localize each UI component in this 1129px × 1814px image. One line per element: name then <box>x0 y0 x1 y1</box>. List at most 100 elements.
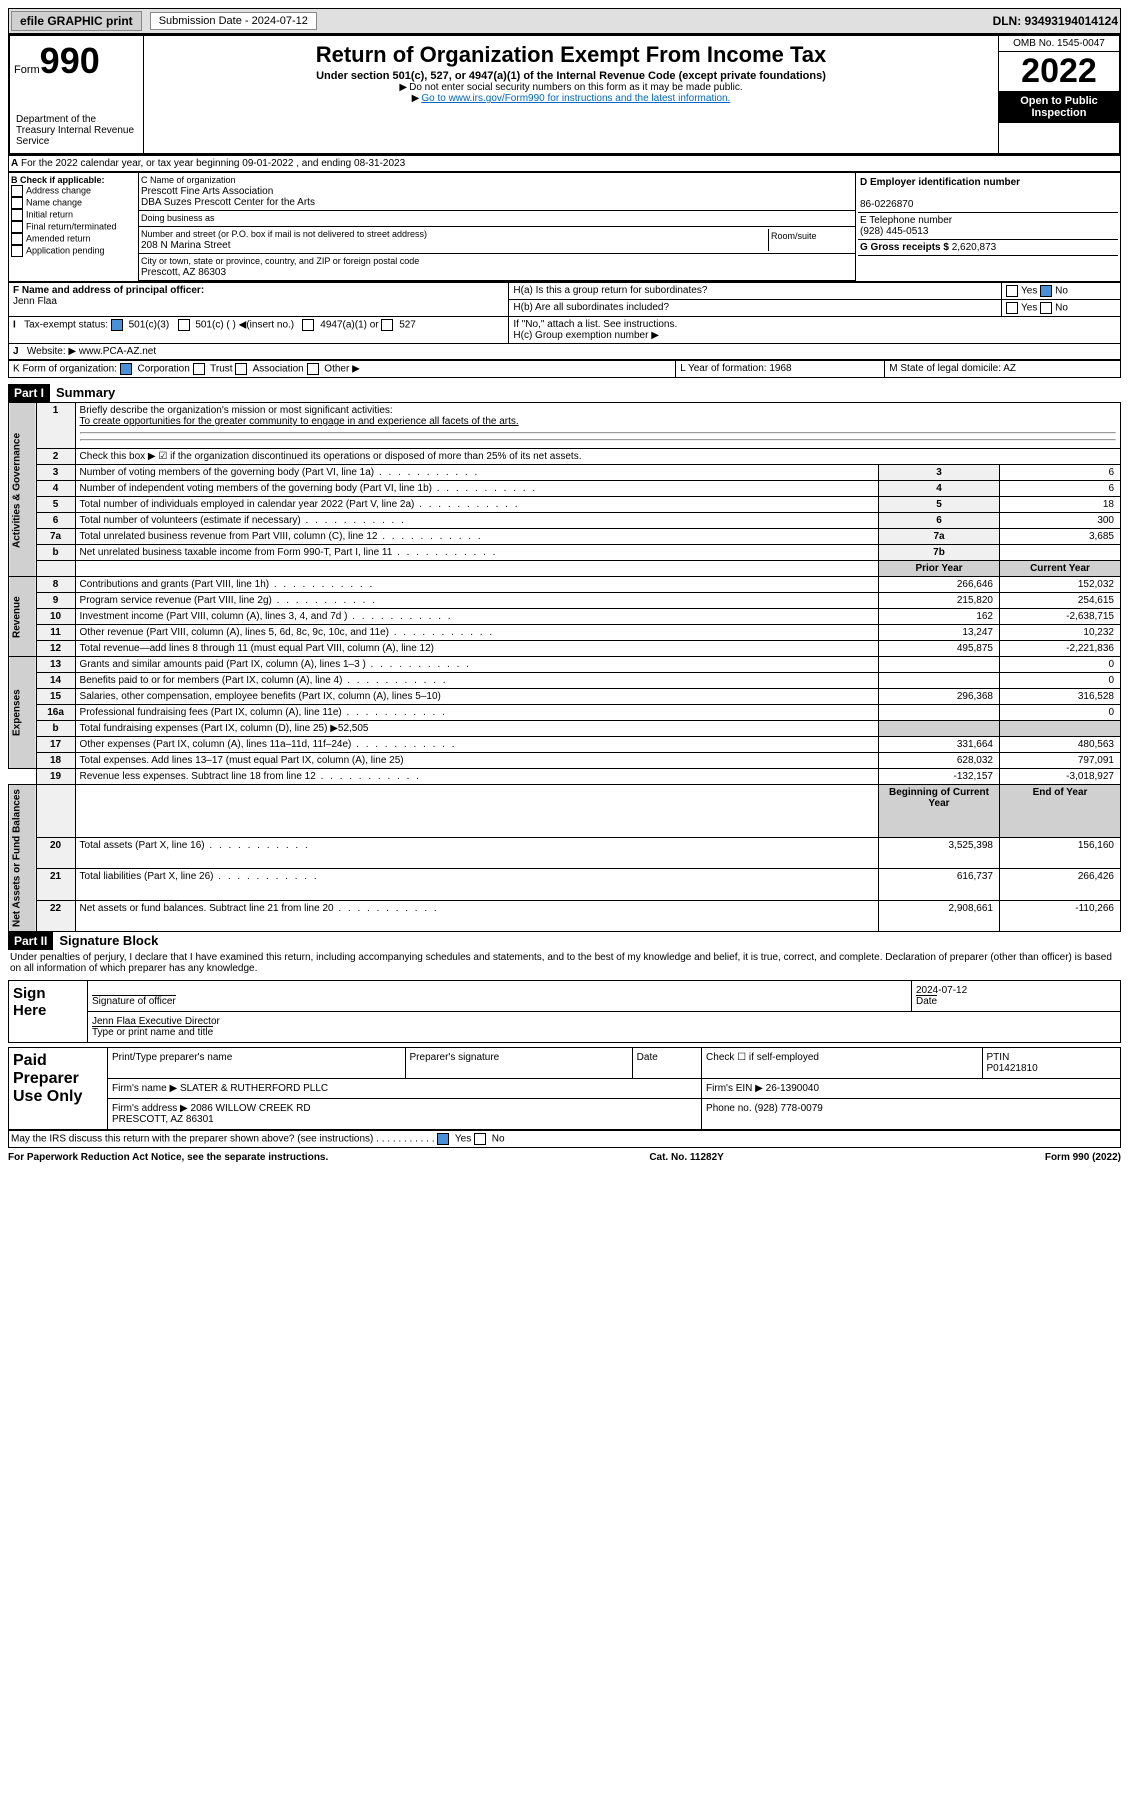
firm-city: PRESCOTT, AZ 86301 <box>112 1114 214 1125</box>
cb-501c[interactable] <box>178 319 190 331</box>
cb-initial-return[interactable] <box>11 209 23 221</box>
cb-discuss-yes[interactable] <box>437 1133 449 1145</box>
row3-val: 6 <box>1000 465 1121 481</box>
firm-ein-label: Firm's EIN ▶ <box>706 1083 763 1094</box>
K-label: K Form of organization: <box>13 364 117 375</box>
B-header: B Check if applicable: <box>11 175 105 185</box>
vtab-governance: Activities & Governance <box>9 403 37 577</box>
city-label: City or town, state or province, country… <box>141 256 419 266</box>
addr-label: Number and street (or P.O. box if mail i… <box>141 229 427 239</box>
cb-4947[interactable] <box>302 319 314 331</box>
cb-Hb-yes[interactable] <box>1006 302 1018 314</box>
preparer-date-label: Date <box>632 1048 701 1079</box>
part1-header: Part I <box>8 384 50 402</box>
mission-text: To create opportunities for the greater … <box>80 416 519 427</box>
omb-number: OMB No. 1545-0047 <box>999 36 1119 52</box>
H-note: If "No," attach a list. See instructions… <box>513 319 677 330</box>
top-toolbar: efile GRAPHIC print Submission Date - 20… <box>8 8 1121 34</box>
firm-name-value: SLATER & RUTHERFORD PLLC <box>180 1083 328 1094</box>
vtab-expenses: Expenses <box>9 657 37 769</box>
KLM-block: K Form of organization: Corporation Trus… <box>8 360 1121 378</box>
tax-year-range: For the 2022 calendar year, or tax year … <box>21 158 405 169</box>
ein-label: D Employer identification number <box>860 177 1020 188</box>
year-formation: 1968 <box>769 363 791 374</box>
I-label: Tax-exempt status: <box>24 320 108 331</box>
website-value: www.PCA-AZ.net <box>79 346 156 357</box>
paperwork-notice: For Paperwork Reduction Act Notice, see … <box>8 1152 328 1163</box>
note-ssn: Do not enter social security numbers on … <box>148 82 994 93</box>
cb-Ha-yes[interactable] <box>1006 285 1018 297</box>
sig-officer-label: Signature of officer <box>92 995 176 1007</box>
cb-527[interactable] <box>381 319 393 331</box>
form-subtitle: Under section 501(c), 527, or 4947(a)(1)… <box>148 70 994 82</box>
C-label: C Name of organization <box>141 175 236 185</box>
cb-trust[interactable] <box>193 363 205 375</box>
street-address: 208 N Marina Street <box>141 240 231 251</box>
paid-preparer-label: Paid Preparer Use Only <box>9 1048 108 1130</box>
cb-other[interactable] <box>307 363 319 375</box>
firm-addr-value: 2086 WILLOW CREEK RD <box>191 1103 311 1114</box>
ein-value: 86-0226870 <box>860 199 913 210</box>
org-name: Prescott Fine Arts Association <box>141 186 273 197</box>
ptin-label: PTIN <box>987 1052 1010 1063</box>
begin-year-hdr: Beginning of Current Year <box>879 785 1000 838</box>
Hc-label: H(c) Group exemption number ▶ <box>513 330 659 341</box>
gross-value: 2,620,873 <box>952 242 997 253</box>
form-label: Form <box>14 64 40 76</box>
entity-block: B Check if applicable: Address change Na… <box>8 172 1121 282</box>
cb-discuss-no[interactable] <box>474 1133 486 1145</box>
ptin-value: P01421810 <box>987 1063 1038 1074</box>
firm-addr-label: Firm's address ▶ <box>112 1103 188 1114</box>
phone-label: E Telephone number <box>860 215 952 226</box>
cb-amended[interactable] <box>11 233 23 245</box>
dln: DLN: 93493194014124 <box>993 14 1118 28</box>
website-label: Website: ▶ <box>27 346 76 357</box>
summary-table: Activities & Governance 1Briefly describ… <box>8 402 1121 932</box>
cb-final-return[interactable] <box>11 221 23 233</box>
form-header: Form990 Department of the Treasury Inter… <box>8 34 1121 155</box>
signature-block: Sign Here Signature of officer 2024-07-1… <box>8 980 1121 1043</box>
preparer-sig-label: Preparer's signature <box>405 1048 632 1079</box>
cb-Hb-no[interactable] <box>1040 302 1052 314</box>
irs-link[interactable]: Go to www.irs.gov/Form990 for instructio… <box>421 93 730 104</box>
line-A: A For the 2022 calendar year, or tax yea… <box>8 155 1121 172</box>
firm-ein-value: 26-1390040 <box>766 1083 819 1094</box>
FHI-block: F Name and address of principal officer:… <box>8 282 1121 360</box>
row3-desc: Number of voting members of the governin… <box>75 465 878 481</box>
form-version: Form 990 (2022) <box>1045 1152 1121 1163</box>
cb-address-change[interactable] <box>11 185 23 197</box>
cb-corp[interactable] <box>120 363 132 375</box>
firm-name-label: Firm's name ▶ <box>112 1083 177 1094</box>
prior-year-hdr: Prior Year <box>879 561 1000 577</box>
gross-label: G Gross receipts $ <box>860 242 949 253</box>
current-year-hdr: Current Year <box>1000 561 1121 577</box>
officer-name: Jenn Flaa <box>13 296 57 307</box>
name-title-label: Type or print name and title <box>92 1026 213 1038</box>
cb-assoc[interactable] <box>235 363 247 375</box>
cb-Ha-no[interactable] <box>1040 285 1052 297</box>
q2-text: Check this box ▶ ☑ if the organization d… <box>75 449 1120 465</box>
Ha-label: H(a) Is this a group return for subordin… <box>513 285 707 296</box>
vtab-revenue: Revenue <box>9 577 37 657</box>
preparer-name-label: Print/Type preparer's name <box>108 1048 406 1079</box>
discuss-question: May the IRS discuss this return with the… <box>11 1134 373 1145</box>
room-label: Room/suite <box>768 229 853 251</box>
Hb-label: H(b) Are all subordinates included? <box>513 302 669 313</box>
paid-preparer-block: Paid Preparer Use Only Print/Type prepar… <box>8 1047 1121 1130</box>
perjury-declaration: Under penalties of perjury, I declare th… <box>8 950 1121 976</box>
part2-title: Signature Block <box>53 931 164 950</box>
q1-label: Briefly describe the organization's miss… <box>80 405 393 416</box>
cb-501c3[interactable] <box>111 319 123 331</box>
public-inspection: Open to Public Inspection <box>999 91 1119 123</box>
cb-name-change[interactable] <box>11 197 23 209</box>
form-number: 990 <box>40 40 100 81</box>
sign-here-label: Sign Here <box>9 981 88 1043</box>
M-label: M State of legal domicile: <box>889 363 1001 374</box>
cb-app-pending[interactable] <box>11 245 23 257</box>
self-employed-check: Check ☐ if self-employed <box>702 1048 982 1079</box>
firm-phone-label: Phone no. <box>706 1103 752 1114</box>
firm-phone-value: (928) 778-0079 <box>754 1103 822 1114</box>
dba-label: Doing business as <box>141 213 215 223</box>
efile-print-button[interactable]: efile GRAPHIC print <box>11 11 142 31</box>
org-dba: DBA Suzes Prescott Center for the Arts <box>141 197 315 208</box>
